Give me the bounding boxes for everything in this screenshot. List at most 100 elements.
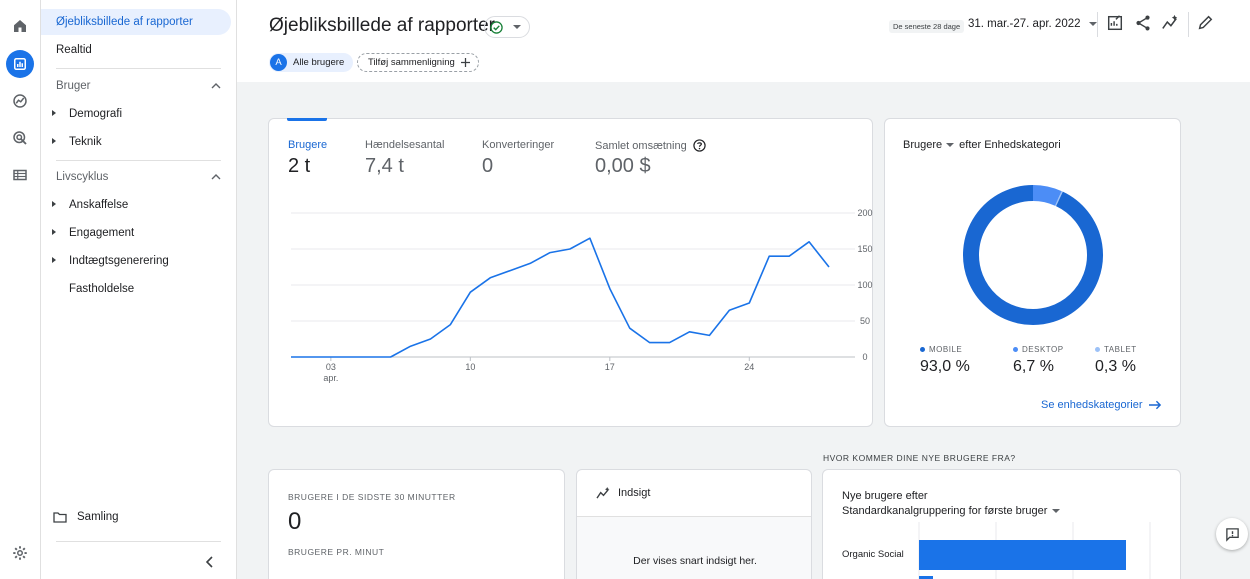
add-comparison-chip[interactable]: Tilføj sammenligning	[357, 53, 479, 72]
realtime-subheading: BRUGERE PR. MINUT	[288, 547, 385, 557]
chevron-up-icon	[211, 174, 221, 180]
sidebar-item-monetization[interactable]: Indtægtsgenerering	[41, 248, 231, 274]
toolbar-divider	[1097, 12, 1098, 37]
all-users-chip[interactable]: A Alle brugere	[269, 53, 354, 72]
bar-next-partial	[919, 576, 933, 579]
insights-sparkle-icon[interactable]	[1161, 14, 1179, 32]
tab-conversions[interactable]: Konverteringer	[482, 139, 555, 151]
donut-slice-desktop	[1032, 185, 1062, 206]
channel-grouping-selector[interactable]: Standardkanalgruppering for første bruge…	[842, 505, 1061, 517]
legend-value: 0,3 %	[1095, 358, 1136, 375]
date-range-picker[interactable]: 31. mar.-27. apr. 2022	[968, 18, 1097, 30]
status-dropdown[interactable]	[484, 16, 530, 38]
left-rail	[0, 0, 41, 579]
section-label: Bruger	[56, 80, 91, 92]
channel-bar-chart: Organic Social	[842, 522, 1151, 579]
section-user-header[interactable]: Bruger	[56, 80, 221, 92]
sidebar-divider	[56, 541, 221, 542]
legend-mobile: MOBILE 93,0 %	[920, 345, 970, 376]
legend-dot	[1095, 347, 1100, 353]
chip-label: Tilføj sammenligning	[368, 57, 455, 68]
page-title: Øjebliksbillede af rapporter	[269, 15, 496, 36]
sidebar-item-tech[interactable]: Teknik	[41, 129, 231, 155]
insights-sparkle-icon	[596, 486, 610, 499]
metric-selector-label: Brugere	[903, 139, 943, 151]
y-tick-label: 0	[862, 352, 867, 362]
x-tick-label: 17	[605, 362, 615, 372]
metric-selector[interactable]: Brugere	[903, 139, 955, 151]
advertising-icon[interactable]	[6, 124, 34, 152]
section-lifecycle-header[interactable]: Livscyklus	[56, 171, 221, 183]
sidebar-item-engagement[interactable]: Engagement	[41, 220, 231, 246]
sidebar-item-realtime[interactable]: Realtid	[41, 37, 92, 63]
legend-value: 6,7 %	[1013, 358, 1054, 375]
insights-title: Indsigt	[618, 487, 651, 499]
sidebar-item-reports-snapshot[interactable]: Øjebliksbillede af rapporter	[41, 9, 231, 35]
metric-event-count-value: 7,4 t	[365, 155, 404, 177]
chevron-up-icon	[211, 83, 221, 89]
sidebar-item-demographics[interactable]: Demografi	[41, 101, 231, 127]
caret-right-icon	[52, 110, 56, 116]
configure-icon[interactable]	[6, 161, 34, 189]
device-card-title-rest: efter Enhedskategori	[959, 139, 1061, 151]
sidebar-item-retention[interactable]: Fastholdelse	[41, 276, 231, 302]
caret-right-icon	[52, 257, 56, 263]
series-line-users	[291, 237, 830, 358]
sidebar-item-collection[interactable]: Samling	[53, 504, 119, 530]
main-content: Øjebliksbillede af rapporter A Alle brug…	[237, 0, 1250, 579]
chevron-down-icon	[1052, 509, 1061, 513]
x-tick-label: 24	[744, 362, 754, 372]
realtime-heading: BRUGERE I DE SIDSTE 30 MINUTTER	[288, 492, 456, 502]
sidebar-item-label: Fastholdelse	[69, 283, 135, 295]
sidebar-item-label: Demografi	[69, 108, 123, 120]
caret-right-icon	[52, 201, 56, 207]
x-tick-label: 10	[465, 362, 475, 372]
home-icon[interactable]	[6, 12, 34, 40]
sidebar-item-label: Anskaffelse	[69, 199, 129, 211]
y-tick-label: 200	[857, 208, 872, 218]
sidebar-item-label: Engagement	[69, 227, 135, 239]
feedback-button[interactable]	[1216, 518, 1248, 550]
insights-body: Der vises snart indsigt her.	[577, 517, 811, 579]
legend-label: TABLET	[1104, 345, 1137, 354]
tab-event-count[interactable]: Hændelsesantal	[365, 139, 445, 151]
sidebar-item-label: Teknik	[69, 136, 102, 148]
legend-desktop: DESKTOP 6,7 %	[1013, 345, 1064, 376]
selected-tab-indicator	[287, 118, 327, 121]
tab-total-revenue[interactable]: Samlet omsætning	[595, 139, 706, 152]
bar-organic-social	[919, 540, 1126, 570]
check-circle-icon	[490, 20, 503, 34]
reports-icon[interactable]	[6, 50, 34, 78]
tab-users[interactable]: Brugere	[288, 139, 328, 151]
donut-slice-mobile	[963, 185, 1103, 325]
metric-label: Samlet omsætning	[595, 139, 687, 152]
legend-label: MOBILE	[929, 345, 963, 354]
edit-pencil-icon[interactable]	[1196, 14, 1214, 32]
share-icon[interactable]	[1134, 14, 1152, 32]
see-device-categories-link[interactable]: Se enhedskategorier	[1041, 399, 1162, 411]
insights-card: Indsigt Der vises snart indsigt her.	[576, 469, 812, 579]
caret-right-icon	[52, 229, 56, 235]
chevron-down-icon	[513, 25, 521, 29]
customize-report-icon[interactable]	[1106, 14, 1124, 32]
collapse-chevron-left-icon[interactable]	[206, 556, 214, 568]
arrow-right-icon	[1148, 400, 1161, 410]
legend-value: 93,0 %	[920, 358, 970, 375]
sidebar-item-acquisition[interactable]: Anskaffelse	[41, 192, 231, 218]
legend-label: DESKTOP	[1022, 345, 1064, 354]
settings-gear-icon[interactable]	[6, 539, 34, 567]
device-category-card: Brugere efter Enhedskategori MOBILE 93,0…	[884, 118, 1181, 427]
chip-label: Alle brugere	[293, 57, 345, 68]
sidebar-item-label: Indtægtsgenerering	[69, 255, 169, 267]
metric-total-revenue-value: 0,00 $	[595, 155, 651, 177]
insights-header: Indsigt	[577, 470, 811, 517]
help-icon[interactable]	[693, 139, 706, 152]
legend-tablet: TABLET 0,3 %	[1095, 345, 1137, 376]
new-users-channel-card: Nye brugere efter Standardkanalgrupperin…	[822, 469, 1181, 579]
date-range-text: 31. mar.-27. apr. 2022	[968, 18, 1081, 30]
chevron-down-icon	[1088, 22, 1097, 26]
x-tick-label: 03	[326, 362, 336, 372]
explore-icon[interactable]	[6, 87, 34, 115]
sidebar-divider	[56, 68, 221, 69]
